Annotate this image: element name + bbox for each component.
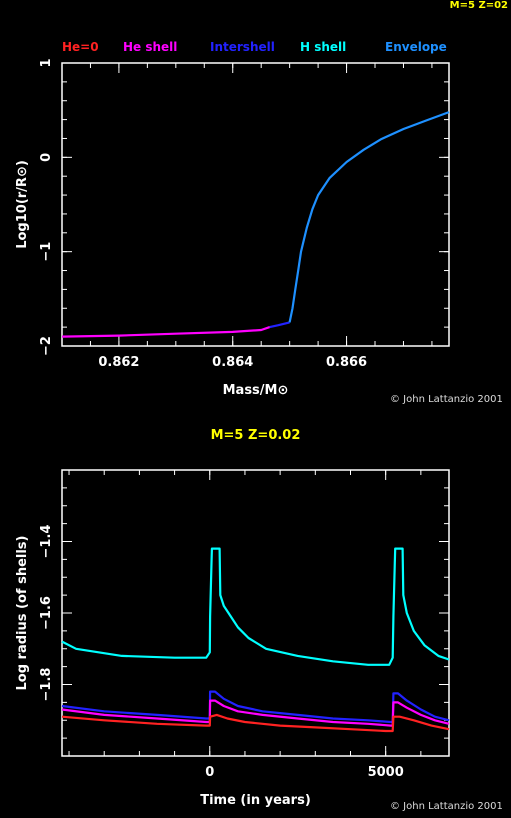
y-axis-label: Log10(r/R⊙) <box>15 160 30 249</box>
legend-intershell: Intershell <box>210 40 275 54</box>
y-tick-label: 0 <box>39 153 54 162</box>
y-tick-label: −2 <box>39 336 54 356</box>
x-tick-label: 5000 <box>368 765 404 780</box>
series-line-he-shell <box>61 699 450 727</box>
series-line-he-0 <box>61 713 450 733</box>
y-tick-label: −1.8 <box>39 668 54 702</box>
legend-he-shell: He shell <box>123 40 178 54</box>
x-tick-label: 0.866 <box>326 355 367 370</box>
legend-h-shell: H shell <box>300 40 347 54</box>
y-tick-label: −1 <box>39 242 54 262</box>
series-line-h-shell <box>61 547 450 666</box>
copyright-top: © John Lattanzio 2001 <box>390 394 503 405</box>
bottom-chart-title: M=5 Z=0.02 <box>210 428 301 443</box>
legend-he0: He=0 <box>62 40 99 54</box>
corner-label: M=5 Z=02 <box>449 0 508 11</box>
y-tick-label: 1 <box>39 58 54 67</box>
series-line-envelope <box>288 111 450 323</box>
y-axis-label: Log radius (of shells) <box>15 536 30 691</box>
y-tick-label: −1.4 <box>39 525 54 559</box>
copyright-bottom: © John Lattanzio 2001 <box>390 801 503 812</box>
x-axis-label: Time (in years) <box>200 793 311 808</box>
plot-frame-top <box>61 62 450 347</box>
legend-envelope: Envelope <box>385 40 447 54</box>
x-tick-label: 0.862 <box>98 355 139 370</box>
x-tick-label: 0 <box>205 765 214 780</box>
x-axis-label: Mass/M⊙ <box>223 383 289 398</box>
series-line-intershell <box>61 690 450 724</box>
series-line-intershell <box>269 321 290 329</box>
y-tick-label: −1.6 <box>39 596 54 630</box>
series-line-he-shell <box>61 326 271 338</box>
x-tick-label: 0.864 <box>212 355 253 370</box>
